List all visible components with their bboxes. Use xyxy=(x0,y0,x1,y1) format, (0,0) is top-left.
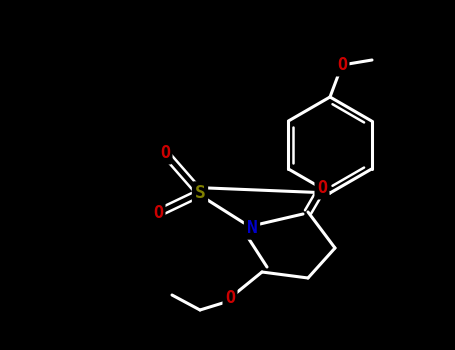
Text: O: O xyxy=(153,204,163,222)
Text: S: S xyxy=(195,184,206,202)
Text: O: O xyxy=(337,56,347,74)
Text: O: O xyxy=(160,144,170,162)
Text: O: O xyxy=(225,289,235,307)
Text: O: O xyxy=(317,179,327,197)
Text: N: N xyxy=(247,219,258,237)
